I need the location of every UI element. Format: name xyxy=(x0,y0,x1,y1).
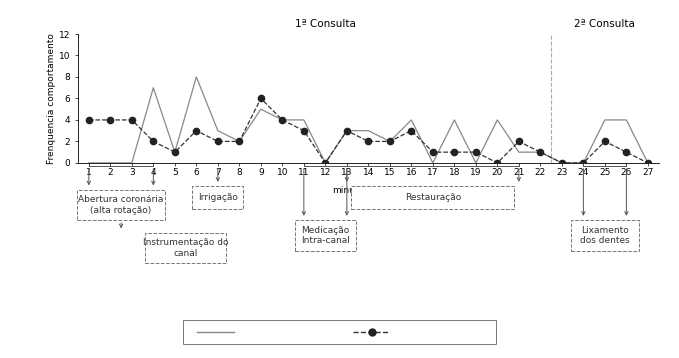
Text: 1ª Consulta: 1ª Consulta xyxy=(295,19,356,29)
Text: Comportamentos mãe: Comportamentos mãe xyxy=(396,328,497,337)
Text: Abertura coronária
(alta rotação): Abertura coronária (alta rotação) xyxy=(78,195,164,215)
Text: Instrumentação do
canal: Instrumentação do canal xyxy=(143,238,228,258)
Text: Irrigação: Irrigação xyxy=(198,193,238,202)
Text: Restauração: Restauração xyxy=(405,193,461,202)
Text: minutos: minutos xyxy=(332,186,368,195)
Text: Lixamento
dos dentes: Lixamento dos dentes xyxy=(580,226,629,245)
Text: 2ª Consulta: 2ª Consulta xyxy=(574,19,636,29)
Text: Medicação
Intra-canal: Medicação Intra-canal xyxy=(301,226,350,245)
Text: Comportamentos criança: Comportamentos criança xyxy=(240,328,354,337)
Y-axis label: Frenquencia comportamento: Frenquencia comportamento xyxy=(47,33,56,164)
